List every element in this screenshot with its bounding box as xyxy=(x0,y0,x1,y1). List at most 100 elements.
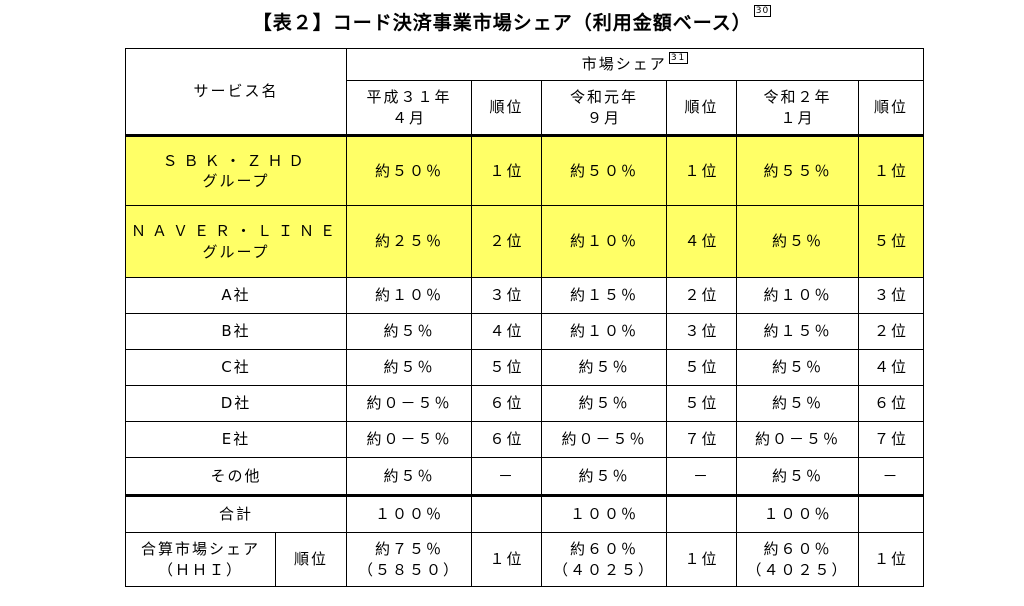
header-rank-3: 順位 xyxy=(858,80,925,137)
total-share: １００％ xyxy=(346,495,473,533)
cell-share: 約０－５％ xyxy=(346,385,473,422)
combined-hhi-value: （５８５０） xyxy=(358,560,461,579)
cell-share: 約５％ xyxy=(736,205,860,278)
row-name-line2: グループ xyxy=(202,172,270,190)
combined-share-value: 約７５％ xyxy=(375,540,444,559)
combined-rank: １位 xyxy=(666,532,738,587)
cell-share: 約２５％ xyxy=(346,205,473,278)
row-name-line2: グループ xyxy=(202,242,270,261)
period-2-line2: ９月 xyxy=(587,108,622,127)
table-row: E社 約０－５％ ６位 約０－５％ ７位 約０－５％ ７位 xyxy=(124,421,925,458)
cell-rank: ２位 xyxy=(858,313,925,350)
period-3-line1: 令和２年 xyxy=(763,88,832,107)
cell-rank: ４位 xyxy=(858,349,925,386)
title-footnote: 30 xyxy=(753,5,772,17)
cell-rank: ３位 xyxy=(666,313,738,350)
row-name: D社 xyxy=(124,385,348,422)
cell-share: 約５％ xyxy=(736,457,860,497)
cell-share: 約５０％ xyxy=(346,135,473,206)
row-name-line1: ＳＢＫ・ＺＨＤ xyxy=(162,151,310,170)
header-rank-2: 順位 xyxy=(666,80,738,137)
period-1-line2: ４月 xyxy=(392,108,427,127)
row-name: B社 xyxy=(124,313,348,350)
cell-share: 約１０％ xyxy=(736,277,860,314)
combined-hhi-value: （４０２５） xyxy=(553,560,656,579)
cell-rank: ６位 xyxy=(471,385,543,422)
header-market-share: 市場シェア 31 xyxy=(346,48,925,81)
header-period-3: 令和２年 １月 xyxy=(736,80,860,137)
table-row: A社 約１０％ ３位 約１５％ ２位 約１０％ ３位 xyxy=(124,277,925,314)
header-period-1: 平成３１年 ４月 xyxy=(346,80,473,137)
combined-row: 合算市場シェア （ＨＨＩ） 順位 約７５％ （５８５０） １位 約６０％ （４０２５）… xyxy=(125,532,925,587)
table-row: ＮＡＶＥＲ・ＬＩＮＥ グループ 約２５％ ２位 約１０％ ４位 約５％ ５位 xyxy=(124,205,925,278)
cell-share: 約５％ xyxy=(736,385,860,422)
total-rank xyxy=(666,495,738,533)
cell-rank: ７位 xyxy=(858,421,925,458)
total-share: １００％ xyxy=(736,495,860,533)
combined-share: 約６０％ （４０２５） xyxy=(736,532,860,587)
market-share-footnote: 31 xyxy=(668,52,689,65)
period-1-line1: 平成３１年 xyxy=(366,88,452,107)
cell-rank: ３位 xyxy=(471,277,543,314)
combined-share: 約７５％ （５８５０） xyxy=(346,532,473,587)
combined-rank-label: 順位 xyxy=(274,532,348,587)
cell-rank: ２位 xyxy=(666,277,738,314)
cell-rank: － xyxy=(858,457,925,497)
cell-share: 約５％ xyxy=(541,385,668,422)
header-row-2: 平成３１年 ４月 順位 令和元年 ９月 順位 令和２年 １月 順位 xyxy=(126,80,925,137)
cell-rank: １位 xyxy=(471,135,543,206)
row-name: E社 xyxy=(124,421,348,458)
cell-share: 約１０％ xyxy=(541,313,668,350)
cell-share: 約１５％ xyxy=(541,277,668,314)
cell-rank: ５位 xyxy=(666,385,738,422)
combined-label-line2: （ＨＨＩ） xyxy=(157,560,243,579)
row-name: C社 xyxy=(124,349,348,386)
cell-share: 約５％ xyxy=(541,457,668,497)
combined-label: 合算市場シェア （ＨＨＩ） xyxy=(125,532,276,587)
combined-hhi-value: （４０２５） xyxy=(746,560,849,579)
total-rank xyxy=(858,495,925,533)
cell-share: 約１０％ xyxy=(346,277,473,314)
header-rank-1: 順位 xyxy=(471,80,543,137)
combined-rank: １位 xyxy=(471,532,543,587)
combined-share: 約６０％ （４０２５） xyxy=(541,532,668,587)
cell-share: 約５５％ xyxy=(736,135,860,206)
cell-rank: － xyxy=(666,457,738,497)
period-3-line2: １月 xyxy=(780,108,815,127)
cell-rank: ２位 xyxy=(471,205,543,278)
total-share: １００％ xyxy=(541,495,668,533)
table-row: B社 約５％ ４位 約１０％ ３位 約１５％ ２位 xyxy=(124,313,925,350)
cell-rank: － xyxy=(471,457,543,497)
cell-rank: ３位 xyxy=(858,277,925,314)
table-title: 【表２】コード決済事業市場シェア（利用金額ベース）30 xyxy=(0,5,1024,35)
cell-rank: ４位 xyxy=(666,205,738,278)
total-row: 合計 １００％ １００％ １００％ xyxy=(124,495,925,533)
row-name-line1: ＮＡＶＥＲ・ＬＩＮＥ xyxy=(131,222,342,241)
market-share-table: サービス名 市場シェア 31 平成３１年 ４月 順位 令和元年 ９月 順位 令和２年 １… xyxy=(124,48,925,587)
row-name: ＮＡＶＥＲ・ＬＩＮＥ グループ xyxy=(124,205,348,278)
cell-share: 約１０％ xyxy=(541,205,668,278)
cell-rank: ６位 xyxy=(471,421,543,458)
header-row-1: サービス名 市場シェア 31 xyxy=(124,48,925,137)
table-row: C社 約５％ ５位 約５％ ５位 約５％ ４位 xyxy=(124,349,925,386)
cell-rank: ７位 xyxy=(666,421,738,458)
cell-rank: ５位 xyxy=(858,205,925,278)
table-row: D社 約０－５％ ６位 約５％ ５位 約５％ ６位 xyxy=(124,385,925,422)
row-name: A社 xyxy=(124,277,348,314)
cell-rank: １位 xyxy=(666,135,738,206)
row-name: ＳＢＫ・ＺＨＤ グループ xyxy=(124,135,348,206)
cell-rank: ５位 xyxy=(471,349,543,386)
period-2-line1: 令和元年 xyxy=(570,88,639,107)
cell-share: 約１５％ xyxy=(736,313,860,350)
combined-rank: １位 xyxy=(858,532,925,587)
table-row: その他 約５％ － 約５％ － 約５％ － xyxy=(124,457,925,497)
table-row: ＳＢＫ・ＺＨＤ グループ 約５０％ １位 約５０％ １位 約５５％ １位 xyxy=(124,135,925,206)
cell-share: 約５％ xyxy=(541,349,668,386)
cell-rank: ６位 xyxy=(858,385,925,422)
combined-share-value: 約６０％ xyxy=(570,540,639,559)
combined-label-line1: 合算市場シェア xyxy=(140,540,260,559)
cell-share: 約５％ xyxy=(346,349,473,386)
cell-share: 約０－５％ xyxy=(541,421,668,458)
cell-share: 約５０％ xyxy=(541,135,668,206)
cell-rank: ５位 xyxy=(666,349,738,386)
